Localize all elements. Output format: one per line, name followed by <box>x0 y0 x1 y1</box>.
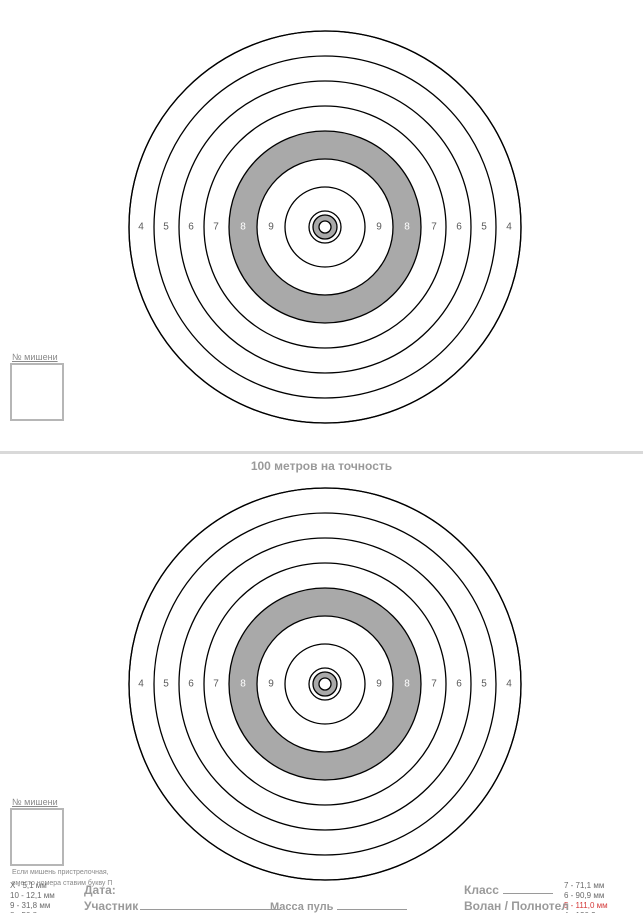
field-mass: Масса пуль <box>270 899 407 913</box>
svg-text:4: 4 <box>506 679 512 690</box>
field-participant-label: Участник <box>84 899 138 913</box>
svg-text:7: 7 <box>213 679 219 690</box>
legend-left: X - 5,1 мм10 - 12,1 мм9 - 31,8 мм8 - 50,… <box>10 881 55 913</box>
svg-text:7: 7 <box>213 222 219 233</box>
target-number-box[interactable] <box>10 808 64 866</box>
svg-text:5: 5 <box>481 222 487 233</box>
field-mass-label: Масса пуль <box>270 901 333 913</box>
target-diagram-top: 4 4 5 5 6 6 7 7 8 8 9 9 <box>120 22 530 432</box>
field-class-label: Класс <box>464 883 499 897</box>
field-projectile-label: Волан / Полнотел <box>464 899 569 913</box>
svg-text:8: 8 <box>240 222 246 233</box>
blank-line[interactable] <box>337 899 407 910</box>
legend-row: 9 - 31,8 мм <box>10 901 55 911</box>
panel-bottom: 100 метров на точность 4 4 5 5 6 6 7 7 8 8 9 9 № ми… <box>0 457 643 911</box>
svg-text:9: 9 <box>268 222 274 233</box>
field-date: Дата: <box>84 883 116 897</box>
legend-row: 10 - 12,1 мм <box>10 891 55 901</box>
target-diagram-bottom: 4 4 5 5 6 6 7 7 8 8 9 9 <box>120 479 530 889</box>
svg-text:7: 7 <box>431 222 437 233</box>
field-participant: Участник <box>84 899 280 913</box>
svg-text:6: 6 <box>188 679 194 690</box>
svg-text:8: 8 <box>240 679 246 690</box>
legend-row: X - 5,1 мм <box>10 881 55 891</box>
blank-line[interactable] <box>140 899 280 910</box>
svg-text:5: 5 <box>481 679 487 690</box>
page: 4 4 5 5 6 6 7 7 8 8 9 9 № мишени 100 метров на точн… <box>0 0 643 913</box>
blank-line[interactable] <box>503 883 553 894</box>
legend-row: 6 - 90,9 мм <box>564 891 609 901</box>
page-title: 100 метров на точность <box>0 457 643 475</box>
svg-text:7: 7 <box>431 679 437 690</box>
svg-text:9: 9 <box>268 679 274 690</box>
svg-text:9: 9 <box>376 222 382 233</box>
footer: X - 5,1 мм10 - 12,1 мм9 - 31,8 мм8 - 50,… <box>0 881 643 913</box>
svg-text:5: 5 <box>163 222 169 233</box>
target-number-label: № мишени <box>10 352 64 363</box>
target-number-label: № мишени <box>10 797 130 808</box>
svg-text:4: 4 <box>138 679 144 690</box>
svg-text:6: 6 <box>456 222 462 233</box>
svg-text:8: 8 <box>404 222 410 233</box>
svg-text:8: 8 <box>404 679 410 690</box>
svg-text:6: 6 <box>456 679 462 690</box>
target-number-box[interactable] <box>10 363 64 421</box>
svg-text:9: 9 <box>376 679 382 690</box>
target-number-note-1: Если мишень пристрелочная, <box>10 866 130 877</box>
svg-text:5: 5 <box>163 679 169 690</box>
legend-row: 7 - 71,1 мм <box>564 881 609 891</box>
legend-row: 5 - 111,0 мм <box>564 901 609 911</box>
field-class: Класс <box>464 883 553 897</box>
field-date-label: Дата: <box>84 883 116 897</box>
svg-text:4: 4 <box>138 222 144 233</box>
field-projectile: Волан / Полнотел <box>464 899 569 913</box>
panel-top: 4 4 5 5 6 6 7 7 8 8 9 9 № мишени <box>0 0 643 454</box>
svg-text:4: 4 <box>506 222 512 233</box>
target-number-box-wrap-bottom: № мишени Если мишень пристрелочная, вмес… <box>10 797 130 888</box>
legend-right: 7 - 71,1 мм6 - 90,9 мм5 - 111,0 мм4 - 13… <box>564 881 609 913</box>
svg-text:6: 6 <box>188 222 194 233</box>
target-number-box-wrap-top: № мишени <box>10 352 64 421</box>
